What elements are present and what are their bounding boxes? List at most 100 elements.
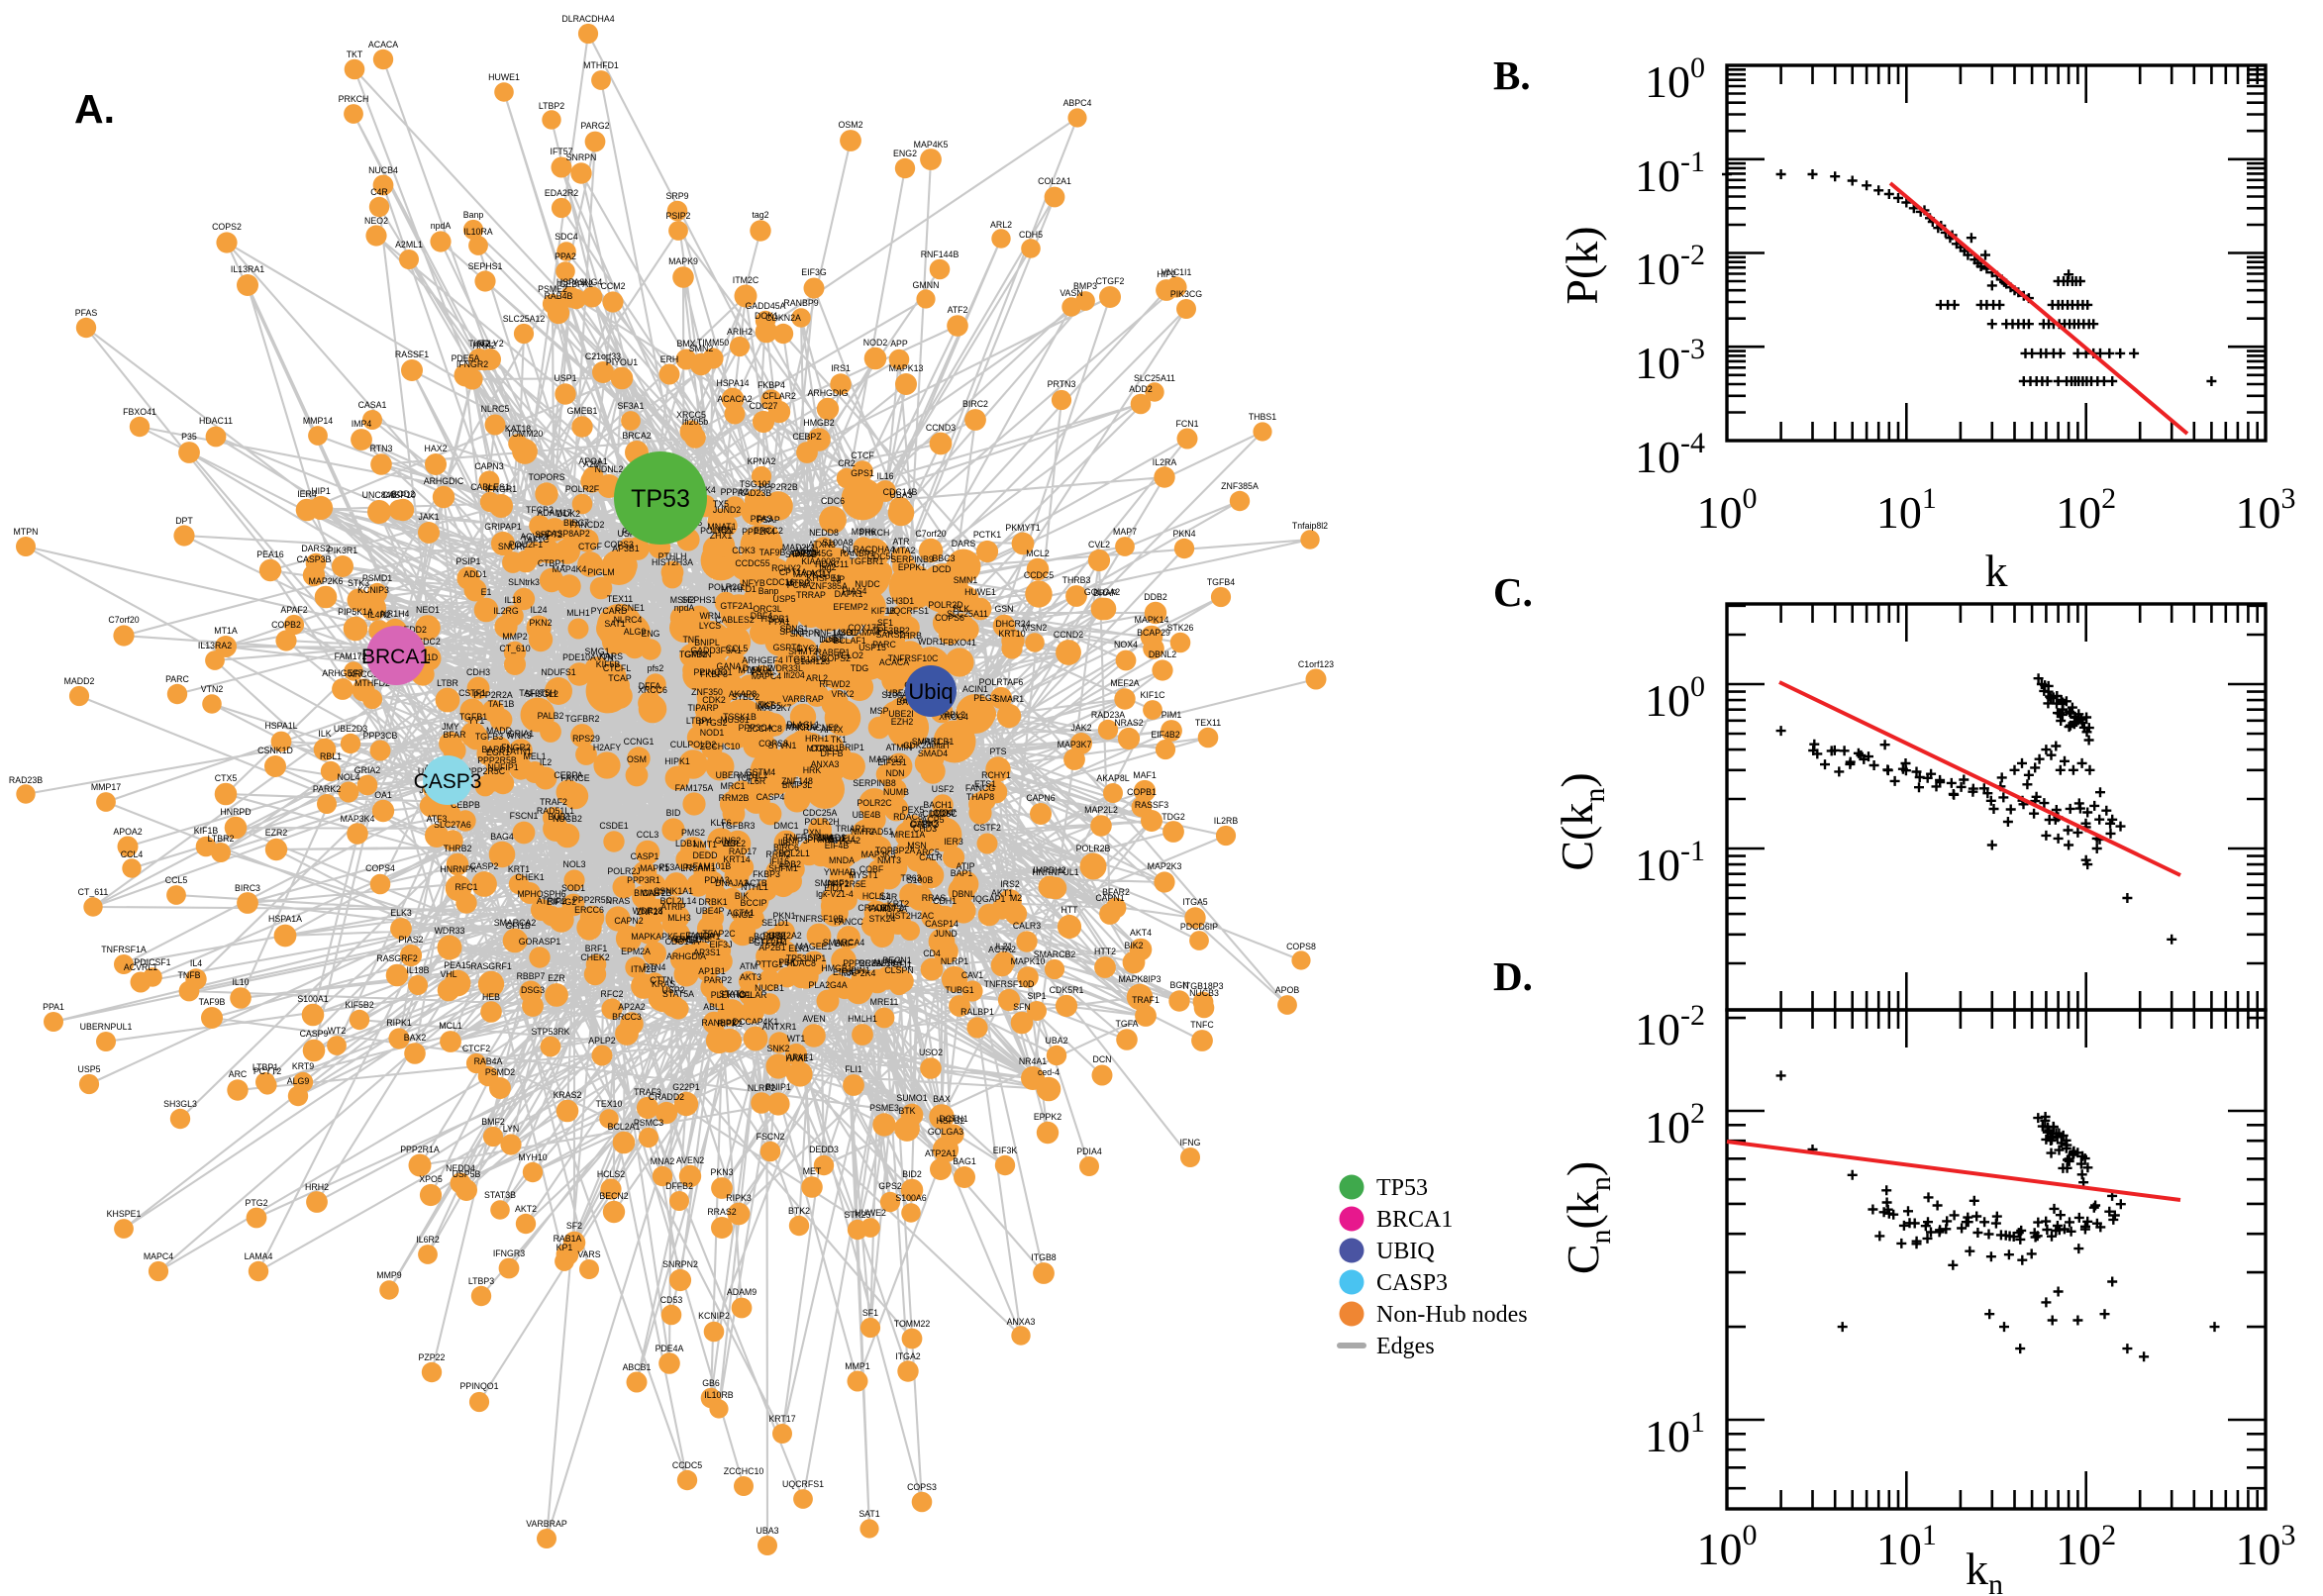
svg-text:S100A4: S100A4	[881, 690, 912, 700]
svg-text:ATF3: ATF3	[427, 814, 448, 824]
svg-text:C7orf20: C7orf20	[915, 529, 946, 539]
svg-text:EIF4B2: EIF4B2	[1151, 730, 1179, 740]
svg-text:BIRC6: BIRC6	[773, 843, 799, 852]
svg-text:PDICSF1: PDICSF1	[134, 957, 170, 967]
svg-text:FANCC: FANCC	[834, 917, 863, 927]
svg-text:100: 100	[1645, 670, 1705, 726]
svg-text:JAK1: JAK1	[418, 512, 439, 522]
svg-text:UNC84B: UNC84B	[362, 490, 397, 500]
svg-text:IL2RB: IL2RB	[1214, 816, 1239, 826]
svg-text:PPP3CA: PPP3CA	[739, 723, 773, 733]
svg-text:WDR18: WDR18	[633, 906, 663, 916]
svg-text:UBERNPUL1: UBERNPUL1	[80, 1022, 133, 1032]
svg-text:HSPA1A: HSPA1A	[268, 914, 302, 924]
svg-text:PPA1: PPA1	[768, 617, 790, 627]
svg-text:H2AFY: H2AFY	[593, 743, 621, 752]
svg-text:PIK3CG: PIK3CG	[1170, 289, 1202, 299]
svg-text:COBF: COBF	[859, 864, 884, 874]
svg-text:PLEKHO1: PLEKHO1	[711, 990, 752, 1000]
svg-text:ZHX1: ZHX1	[710, 531, 733, 541]
svg-text:Cn(kn): Cn(kn)	[1558, 1161, 1617, 1274]
svg-text:OA1: OA1	[374, 790, 392, 800]
svg-text:MAP2K4: MAP2K4	[842, 968, 876, 978]
svg-text:FANCG: FANCG	[965, 783, 995, 793]
svg-text:SF1: SF1	[877, 618, 893, 628]
svg-text:NUFIP1: NUFIP1	[487, 762, 518, 772]
svg-text:SPNS1: SPNS1	[780, 624, 809, 634]
svg-text:MSN: MSN	[907, 841, 927, 850]
svg-text:APOA1: APOA1	[578, 456, 607, 466]
svg-text:JUND2: JUND2	[713, 505, 741, 515]
svg-text:BRIP1: BRIP1	[839, 743, 864, 752]
svg-text:PIGLM: PIGLM	[587, 567, 614, 577]
svg-text:UBA2: UBA2	[1046, 1036, 1068, 1046]
svg-text:EPPK1: EPPK1	[898, 562, 926, 572]
svg-text:AKT3: AKT3	[740, 972, 761, 982]
svg-text:IMPDH2: IMPDH2	[1033, 865, 1065, 875]
svg-text:RAD23B: RAD23B	[9, 775, 43, 785]
svg-text:MNAT1: MNAT1	[707, 522, 736, 532]
svg-text:MAP4K5: MAP4K5	[914, 140, 949, 150]
svg-text:USP7: USP7	[618, 529, 641, 539]
svg-text:HDAC11: HDAC11	[199, 416, 233, 426]
svg-text:IL4: IL4	[190, 958, 202, 968]
svg-text:ERCC6: ERCC6	[574, 905, 604, 915]
svg-text:NR4A1: NR4A1	[1019, 1056, 1047, 1066]
svg-text:CYC1: CYC1	[796, 644, 820, 653]
svg-text:CVL2: CVL2	[1088, 540, 1110, 549]
svg-text:APTX: APTX	[821, 725, 844, 735]
svg-text:BARD1: BARD1	[481, 745, 510, 754]
svg-text:Banp: Banp	[463, 210, 484, 220]
svg-text:MRE11A: MRE11A	[891, 830, 926, 840]
svg-text:ZCCHC10: ZCCHC10	[724, 1466, 764, 1476]
svg-text:LYN: LYN	[503, 1124, 519, 1134]
svg-text:LTBR2: LTBR2	[208, 834, 235, 844]
svg-text:CD4: CD4	[923, 948, 941, 958]
svg-text:NUCB4: NUCB4	[368, 165, 398, 175]
svg-text:BIK: BIK	[735, 891, 749, 901]
svg-text:GOLGA2: GOLGA2	[1084, 587, 1120, 597]
svg-text:PIYOU1: PIYOU1	[606, 357, 638, 367]
svg-text:NOX4: NOX4	[1114, 640, 1138, 649]
svg-text:GSTM4: GSTM4	[746, 767, 775, 777]
svg-text:MAPC4: MAPC4	[144, 1251, 173, 1261]
svg-text:LTBR: LTBR	[437, 678, 458, 688]
svg-text:ACTA1: ACTA1	[727, 908, 755, 918]
svg-text:AP1B1: AP1B1	[698, 966, 725, 976]
svg-text:KLF6: KLF6	[710, 818, 731, 828]
svg-text:BRAP: BRAP	[1093, 588, 1117, 598]
svg-text:THAP8: THAP8	[966, 792, 994, 802]
svg-text:STK3: STK3	[348, 578, 369, 588]
svg-text:ENG2: ENG2	[893, 149, 917, 158]
svg-text:FKBP8: FKBP8	[700, 669, 728, 679]
svg-text:GADD3F3A1: GADD3F3A1	[690, 646, 741, 655]
svg-text:CDK7: CDK7	[933, 808, 957, 818]
svg-text:CDC14A: CDC14A	[665, 937, 700, 947]
svg-text:CAPN2: CAPN2	[614, 916, 643, 926]
svg-text:VRK1: VRK1	[919, 737, 942, 747]
svg-text:PARG2: PARG2	[580, 121, 609, 131]
svg-text:TEX10: TEX10	[596, 1099, 623, 1109]
svg-text:POLR2C: POLR2C	[857, 798, 892, 808]
svg-text:AVEN2: AVEN2	[676, 1155, 704, 1165]
svg-text:PEA15: PEA15	[444, 960, 470, 970]
svg-text:DFFA: DFFA	[639, 681, 661, 691]
svg-text:ABL1: ABL1	[703, 1002, 725, 1012]
svg-text:SLC25A12: SLC25A12	[503, 314, 546, 324]
svg-text:ARC5: ARC5	[916, 848, 940, 857]
svg-text:TOP1: TOP1	[737, 773, 759, 783]
svg-text:CDK2: CDK2	[702, 695, 726, 705]
svg-text:HRK: HRK	[803, 765, 822, 775]
svg-text:BCLAF1: BCLAF1	[833, 636, 865, 646]
svg-text:JUND: JUND	[934, 929, 957, 939]
svg-text:AP3S1: AP3S1	[693, 948, 720, 957]
svg-text:MMP2: MMP2	[502, 632, 528, 642]
svg-text:POLR2F: POLR2F	[565, 484, 600, 494]
svg-text:MAPK10: MAPK10	[1011, 956, 1046, 966]
svg-text:USF2: USF2	[932, 784, 955, 794]
svg-text:VCP: VCP	[721, 839, 739, 848]
svg-text:npdA: npdA	[674, 603, 695, 613]
svg-text:P53AIP1: P53AIP1	[659, 862, 694, 872]
svg-text:UQCRFS1: UQCRFS1	[782, 1479, 824, 1489]
svg-text:GB6: GB6	[702, 1378, 720, 1388]
